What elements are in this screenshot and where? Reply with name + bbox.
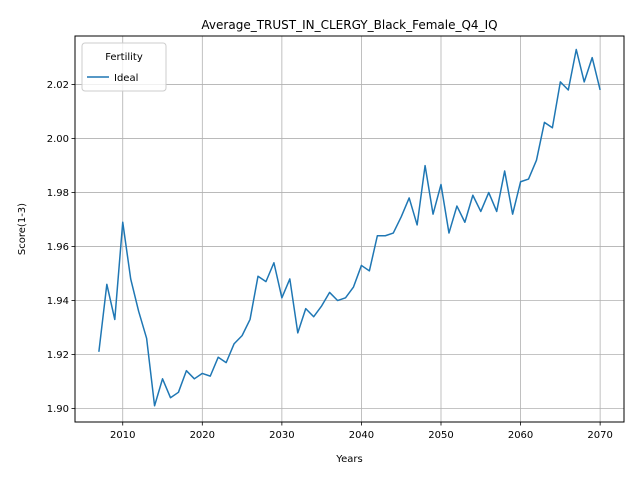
x-axis: 2010 2020 2030 2040 2050 2060 2070 — [110, 422, 613, 441]
y-tick-label: 1.90 — [47, 404, 69, 415]
series-layer — [98, 48, 601, 407]
y-tick-label: 1.96 — [47, 242, 69, 253]
y-axis-label: Score(1-3) — [17, 203, 28, 255]
plot-frame — [74, 35, 625, 423]
y-tick-label: 1.98 — [47, 188, 69, 199]
legend: Fertility Ideal — [81, 42, 167, 92]
y-axis: 1.90 1.92 1.94 1.96 1.98 2.00 2.02 — [47, 80, 75, 415]
x-tick-label: 2030 — [269, 430, 294, 441]
x-tick-label: 2010 — [110, 430, 135, 441]
x-tick-label: 2020 — [190, 430, 215, 441]
y-tick-label: 2.00 — [47, 134, 69, 145]
legend-box — [81, 42, 167, 92]
legend-title: Fertility — [105, 52, 143, 63]
series-line-ideal — [98, 48, 601, 407]
y-tick-label: 1.94 — [47, 296, 69, 307]
y-tick-label: 1.92 — [47, 350, 69, 361]
chart-title: Average_TRUST_IN_CLERGY_Black_Female_Q4_… — [201, 18, 497, 32]
legend-label-ideal: Ideal — [114, 73, 138, 84]
x-tick-label: 2060 — [508, 430, 533, 441]
grid — [75, 36, 624, 422]
x-axis-label: Years — [335, 454, 362, 465]
y-tick-label: 2.02 — [47, 80, 69, 91]
x-tick-label: 2070 — [587, 430, 612, 441]
x-tick-label: 2050 — [428, 430, 453, 441]
x-tick-label: 2040 — [349, 430, 374, 441]
